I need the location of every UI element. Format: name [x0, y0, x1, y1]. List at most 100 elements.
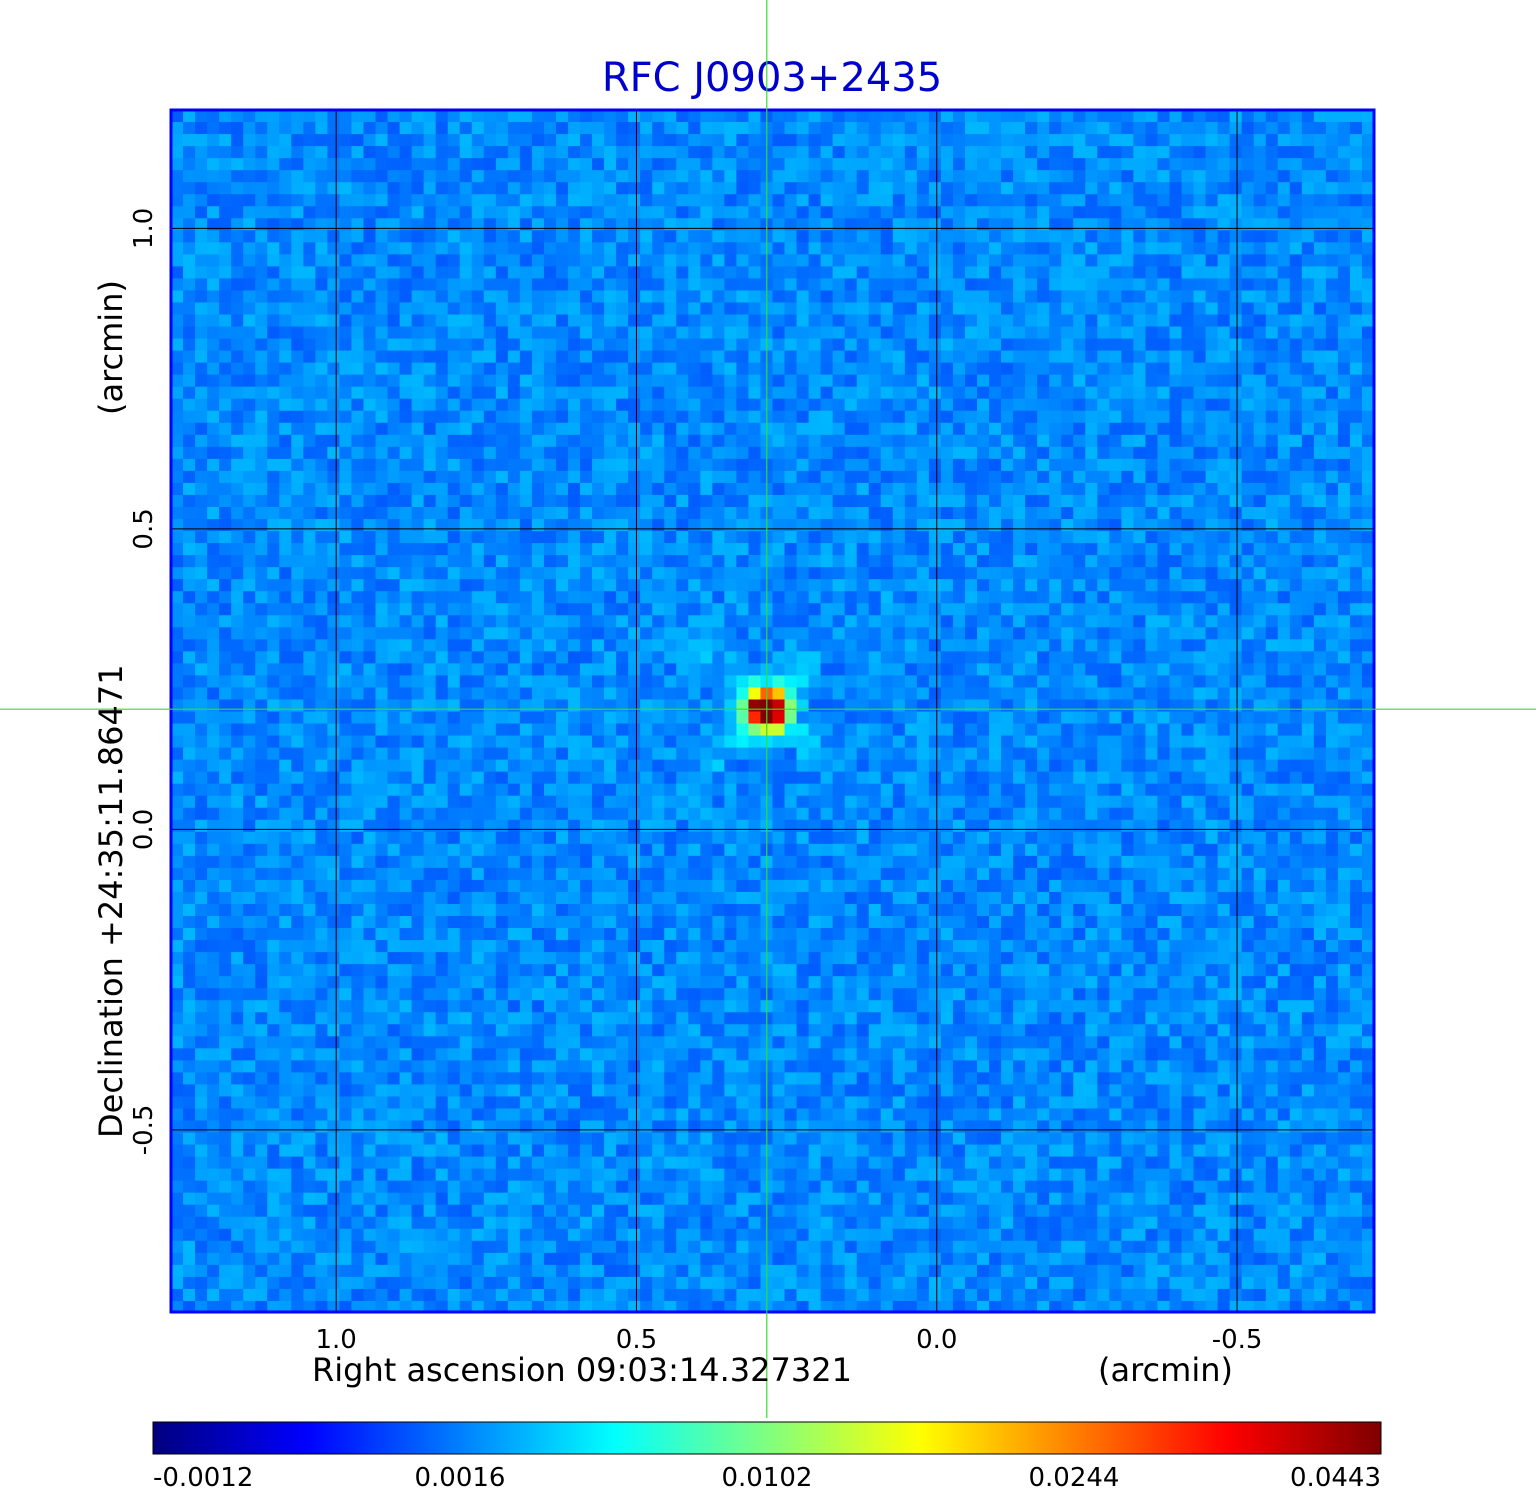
heatmap-cell [616, 519, 629, 532]
heatmap-cell [784, 567, 798, 580]
heatmap-cell [748, 567, 762, 580]
heatmap-cell [387, 170, 401, 183]
heatmap-cell [1037, 543, 1050, 556]
heatmap-cell [399, 122, 413, 135]
heatmap-cell [1181, 446, 1195, 460]
heatmap-cell [628, 446, 641, 460]
heatmap-cell [904, 699, 918, 713]
heatmap-cell [1109, 242, 1122, 255]
heatmap-cell [1241, 639, 1255, 652]
heatmap-cell [315, 242, 328, 255]
heatmap-cell [952, 675, 966, 689]
heatmap-cell [977, 350, 990, 364]
heatmap-cell [989, 579, 1002, 592]
heatmap-cell [856, 446, 870, 460]
heatmap-cell [844, 675, 858, 689]
heatmap-cell [1361, 494, 1374, 508]
heatmap-cell [1037, 350, 1050, 364]
heatmap-cell [1289, 567, 1303, 580]
heatmap-cell [604, 603, 617, 616]
heatmap-cell [832, 494, 846, 508]
heatmap-cell [688, 591, 701, 604]
heatmap-cell [1205, 386, 1219, 400]
heatmap-cell [1253, 218, 1267, 231]
heatmap-cell [1265, 470, 1279, 484]
heatmap-cell [868, 302, 882, 316]
heatmap-cell [555, 218, 569, 231]
heatmap-cell [1061, 470, 1074, 484]
heatmap-cell [411, 591, 425, 604]
heatmap-cell [640, 170, 653, 183]
heatmap-cell [279, 206, 292, 219]
heatmap-cell [952, 338, 966, 352]
heatmap-cell [640, 254, 653, 267]
heatmap-cell [1337, 603, 1351, 616]
heatmap-cell [1097, 254, 1110, 267]
heatmap-cell [856, 302, 870, 316]
heatmap-cell [904, 242, 918, 255]
heatmap-cell [507, 110, 521, 123]
heatmap-cell [700, 410, 713, 424]
heatmap-cell [243, 386, 256, 400]
heatmap-cell [207, 699, 220, 713]
heatmap-cell [832, 531, 846, 544]
heatmap-cell [1133, 242, 1147, 255]
heatmap-cell [555, 567, 569, 580]
heatmap-cell [375, 615, 389, 628]
heatmap-cell [977, 134, 990, 147]
heatmap-cell [628, 615, 641, 628]
heatmap-cell [1049, 122, 1062, 135]
heatmap-cell [1121, 422, 1134, 436]
heatmap-cell [724, 615, 738, 628]
heatmap-cell [952, 170, 966, 183]
heatmap-cell [796, 422, 810, 436]
heatmap-cell [519, 182, 533, 195]
heatmap-cell [724, 182, 738, 195]
heatmap-cell [880, 206, 894, 219]
heatmap-cell [195, 470, 208, 484]
heatmap-cell [195, 302, 208, 316]
heatmap-cell [1013, 182, 1026, 195]
heatmap-cell [832, 687, 846, 701]
heatmap-cell [989, 338, 1002, 352]
heatmap-cell [989, 110, 1002, 123]
heatmap-cell [231, 146, 244, 159]
heatmap-cell [844, 506, 858, 520]
heatmap-cell [832, 170, 846, 183]
heatmap-cell [940, 482, 954, 496]
heatmap-cell [1217, 422, 1231, 436]
heatmap-cell [1325, 218, 1339, 231]
heatmap-cell [772, 639, 786, 652]
heatmap-cell [531, 254, 545, 267]
heatmap-cell [724, 591, 738, 604]
heatmap-cell [207, 122, 220, 135]
heatmap-cell [748, 326, 762, 340]
heatmap-cell [1253, 110, 1267, 123]
heatmap-cell [676, 410, 689, 424]
heatmap-cell [291, 663, 304, 677]
heatmap-cell [507, 687, 521, 701]
heatmap-cell [315, 543, 328, 556]
heatmap-cell [844, 194, 858, 207]
heatmap-cell [1157, 591, 1171, 604]
heatmap-cell [1301, 350, 1315, 364]
heatmap-cell [1325, 242, 1339, 255]
heatmap-cell [291, 338, 304, 352]
heatmap-cell [435, 218, 449, 231]
heatmap-cell [1133, 302, 1147, 316]
heatmap-cell [423, 675, 437, 689]
heatmap-cell [1121, 603, 1134, 616]
heatmap-cell [1289, 615, 1303, 628]
heatmap-cell [363, 434, 377, 448]
heatmap-cell [387, 699, 401, 713]
heatmap-cell [820, 350, 834, 364]
heatmap-cell [195, 579, 208, 592]
heatmap-cell [483, 579, 497, 592]
heatmap-cell [399, 639, 413, 652]
heatmap-cell [1313, 170, 1327, 183]
heatmap-cell [183, 651, 196, 664]
heatmap-cell [1049, 627, 1062, 640]
heatmap-cell [1313, 434, 1327, 448]
heatmap-cell [339, 651, 353, 664]
heatmap-cell [291, 603, 304, 616]
